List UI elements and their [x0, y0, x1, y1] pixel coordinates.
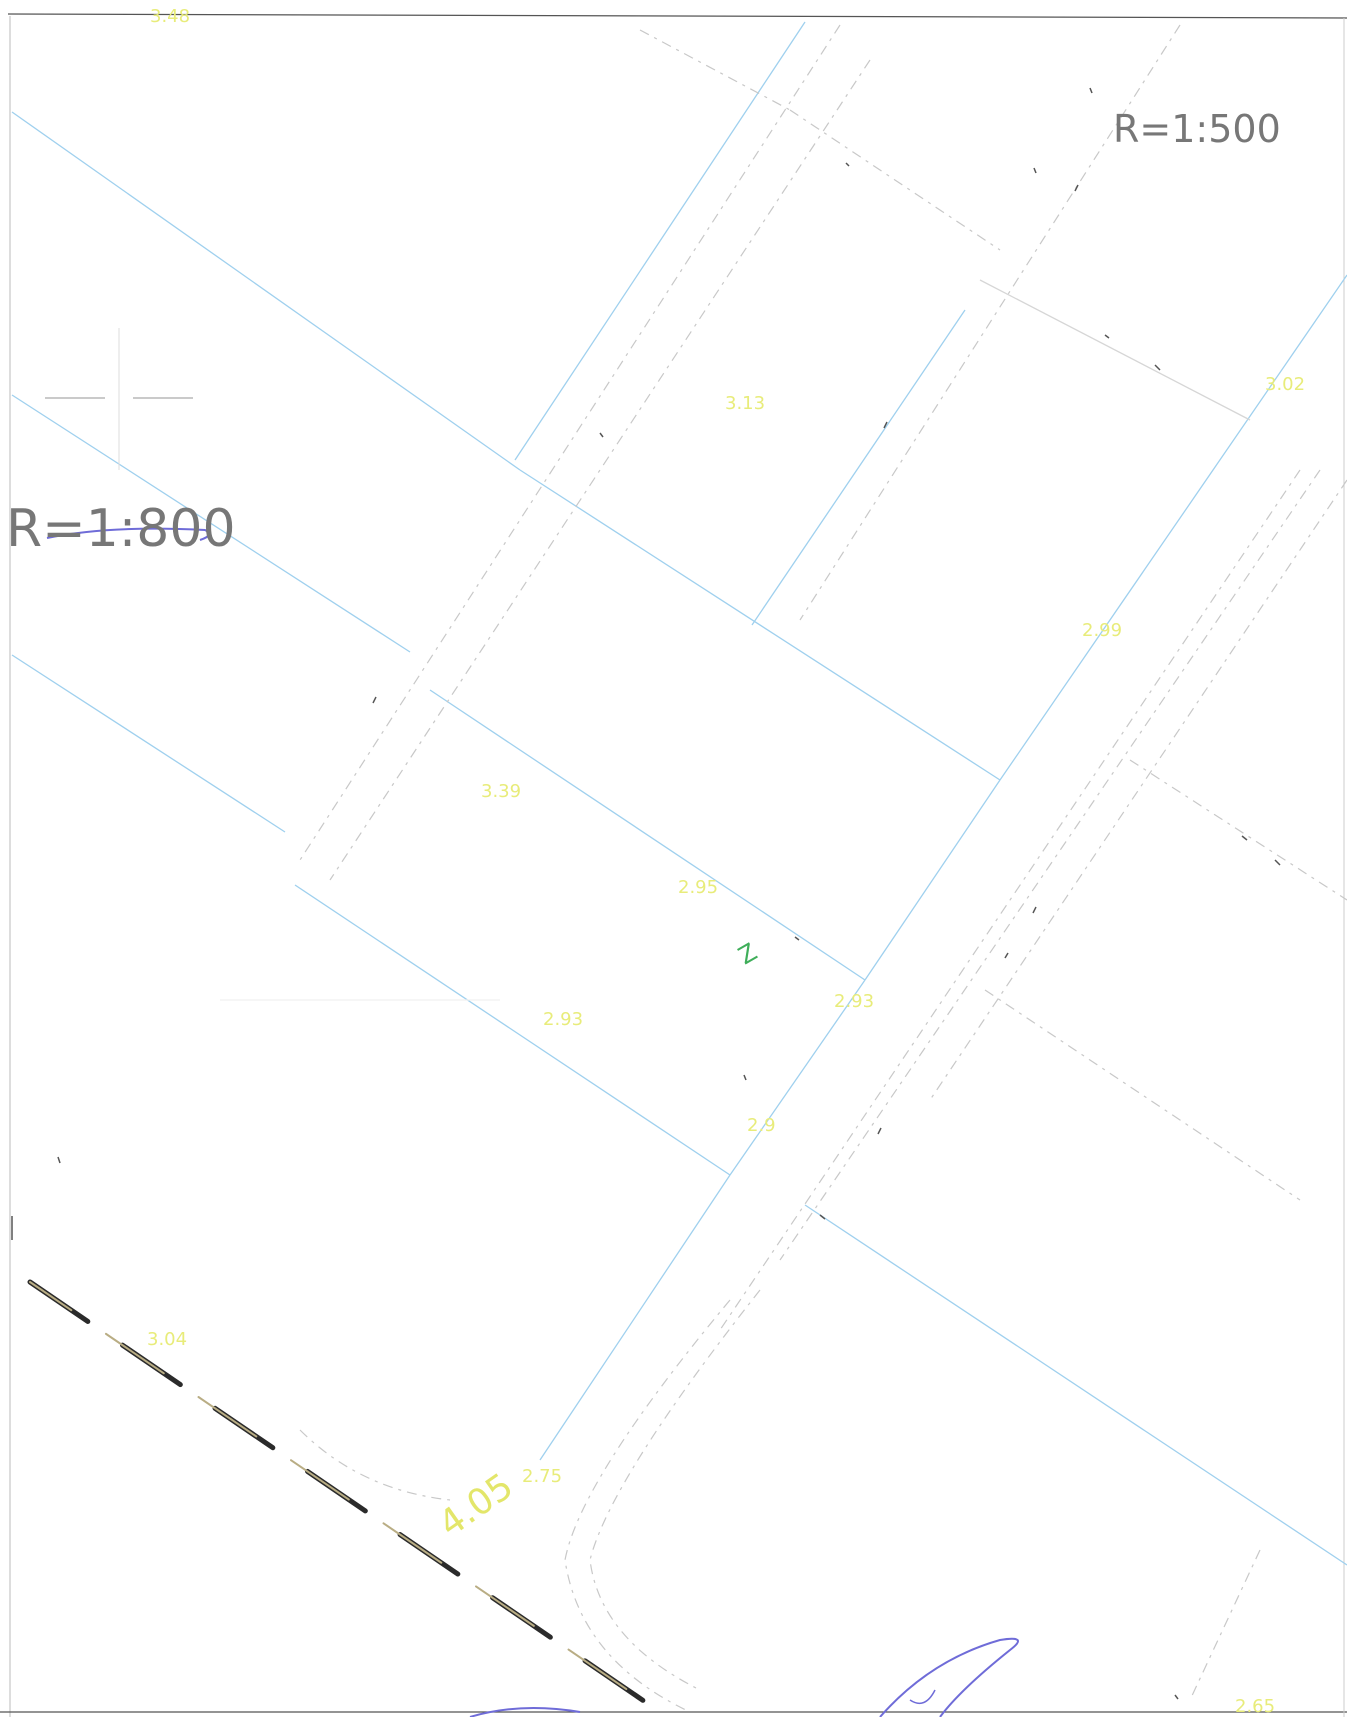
elevation-label: 2.9 — [747, 1115, 776, 1136]
map-frame — [0, 13, 1347, 1717]
elevation-label: 2.75 — [522, 1466, 562, 1487]
scale-label-top-right: R=1:500 — [1113, 107, 1281, 151]
elevation-labels: 3.48 3.13 3.02 2.99 3.39 2.95 2.93 2.93 … — [147, 6, 1305, 1717]
elevation-label-large: 4.05 — [432, 1466, 521, 1546]
road-edges — [220, 24, 1347, 1713]
point-marker-z: Z — [734, 938, 762, 970]
boundary-dashed-line — [27, 1279, 663, 1715]
elevation-label: 2.93 — [543, 1009, 583, 1030]
elevation-label: 2.93 — [834, 991, 874, 1012]
elevation-label: 2.65 — [1235, 1696, 1275, 1717]
elevation-label: 3.48 — [150, 6, 190, 27]
crosshair-mark — [45, 328, 193, 470]
scale-label-left: R=1:800 — [6, 499, 236, 559]
elevation-label: 3.13 — [725, 393, 765, 414]
elevation-label: 2.95 — [678, 877, 718, 898]
elevation-label: 3.04 — [147, 1329, 187, 1350]
elevation-label: 2.99 — [1082, 620, 1122, 641]
elevation-label: 3.02 — [1265, 374, 1305, 395]
survey-ticks — [11, 87, 1281, 1700]
parcel-boundaries — [11, 21, 1347, 1566]
signature-ink — [46, 527, 1019, 1717]
elevation-label: 3.39 — [481, 781, 521, 802]
